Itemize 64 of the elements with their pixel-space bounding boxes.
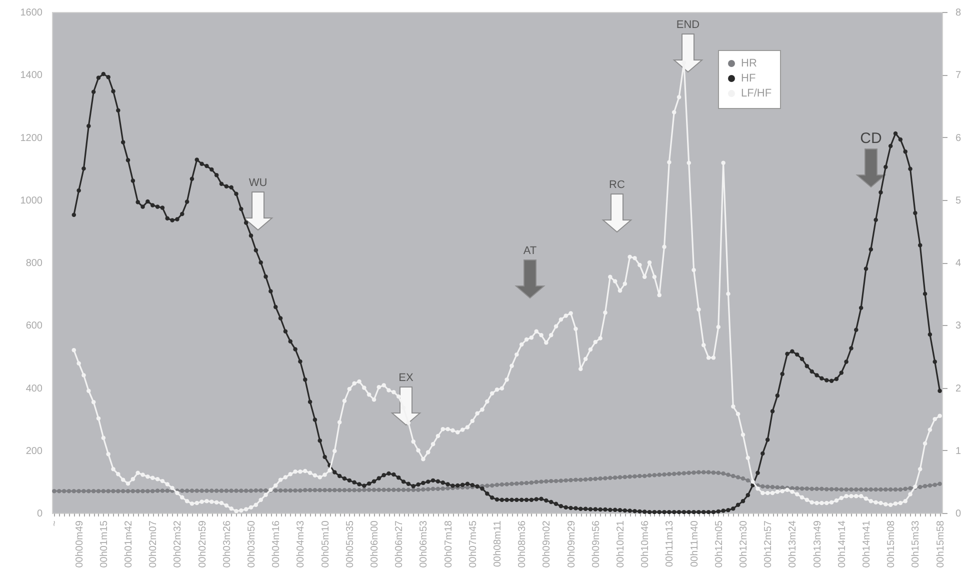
legend-label: HF bbox=[741, 72, 756, 84]
x-tick-label: 00h12m05 bbox=[714, 520, 725, 568]
x-tick-label: 00h06m00 bbox=[370, 520, 381, 568]
x-tick-label: 00h11m13 bbox=[664, 520, 676, 568]
y2-tick-label: 5 bbox=[956, 195, 962, 206]
y-tick-label: 1000 bbox=[20, 195, 43, 206]
x-tick-label: 00h15m08 bbox=[886, 520, 898, 568]
y-tick-label: 1400 bbox=[20, 70, 43, 82]
x-tick-label: 00h10m21 bbox=[615, 520, 626, 568]
annotation: WU bbox=[248, 177, 268, 189]
x-tick-label: 00h03m50 bbox=[246, 520, 258, 568]
x-tick-label: 00h05m35 bbox=[344, 520, 356, 568]
annotation: END bbox=[676, 19, 700, 31]
y2-tick-label: 1 bbox=[956, 446, 962, 457]
x-tick-label: 00h06m53 bbox=[418, 520, 430, 568]
y-tick-label: 600 bbox=[26, 320, 43, 332]
annotation: RC bbox=[609, 179, 625, 191]
legend-label: HR bbox=[741, 58, 757, 70]
x-tick-label: 00h01m15 bbox=[98, 520, 110, 568]
x-tick-label: 00h05m10 bbox=[320, 520, 332, 568]
y2-tick-label: 3 bbox=[956, 320, 962, 332]
x-tick-label: 00h02m07 bbox=[148, 520, 160, 568]
y-tick-label: 200 bbox=[26, 446, 43, 457]
x-tick-label: 00h12m30 bbox=[738, 520, 750, 568]
y2-tick-label: 4 bbox=[956, 258, 962, 269]
x-tick-label: 00h02m32 bbox=[172, 520, 184, 568]
legend-label: LF/HF bbox=[741, 88, 772, 100]
y2-tick-label: 7 bbox=[956, 70, 962, 82]
x-tick-label: 00h14m14 bbox=[836, 520, 848, 568]
x-tick-label: 00h03m26 bbox=[222, 520, 233, 568]
x-tick-label: 00h07m18 bbox=[443, 520, 454, 568]
x-tick-label: 00h08m36 bbox=[517, 520, 528, 568]
x-tick-label: 00h13m24 bbox=[788, 520, 799, 568]
x-tick-label: 00h11m40 bbox=[689, 520, 700, 568]
x-tick-label: 00h01m42 bbox=[124, 520, 135, 568]
x-tick-label: 00h12m57 bbox=[763, 520, 774, 568]
x-tick-label: 00h00m49 bbox=[74, 520, 86, 568]
x-tick-label: 00h09m29 bbox=[566, 520, 578, 568]
y2-tick-label: 6 bbox=[956, 132, 962, 144]
x-tick-label: 00h13m49 bbox=[812, 520, 824, 568]
x-tick-label: 00h09m02 bbox=[542, 520, 553, 568]
annotation: CD bbox=[860, 130, 882, 147]
y2-tick-label: 2 bbox=[956, 383, 962, 394]
x-tick-label: 00h10m46 bbox=[640, 520, 652, 568]
y-tick-label: 400 bbox=[26, 383, 43, 394]
x-tick-label: 00h15m33 bbox=[910, 520, 922, 568]
annotation: AT bbox=[523, 245, 537, 257]
x-tick-label: 00h04m16 bbox=[271, 520, 282, 568]
x-tick-label: 00h06m27 bbox=[394, 520, 406, 568]
y-tick-label: 1200 bbox=[20, 132, 43, 144]
y2-tick-label: 8 bbox=[956, 8, 962, 18]
x-tick-label: 00h02m59 bbox=[197, 520, 208, 568]
x-tick-label: ~ bbox=[50, 520, 61, 526]
x-tick-label: 00h14m41 bbox=[861, 520, 872, 568]
x-tick-label: 00h04m43 bbox=[296, 520, 307, 568]
x-tick-label: 00h08m11 bbox=[492, 520, 504, 568]
y2-tick-label: 0 bbox=[956, 508, 962, 520]
x-tick-label: 00h15m58 bbox=[935, 520, 946, 568]
y-tick-label: 1600 bbox=[20, 8, 43, 18]
x-tick-label: 00h07m45 bbox=[468, 520, 479, 568]
y-tick-label: 800 bbox=[26, 258, 43, 269]
x-tick-label: 00h09m56 bbox=[590, 520, 602, 568]
y-tick-label: 0 bbox=[36, 508, 43, 520]
annotation: EX bbox=[398, 372, 414, 384]
